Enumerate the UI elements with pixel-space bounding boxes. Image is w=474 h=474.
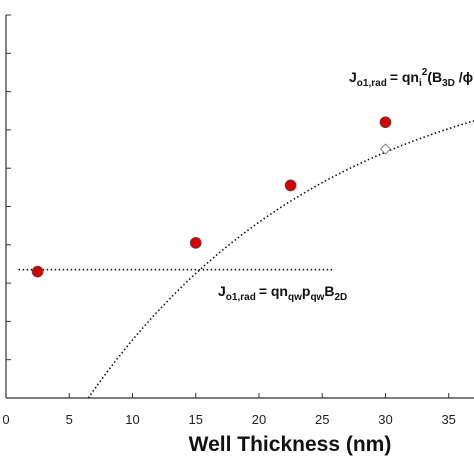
x-tick-label-4: 20 — [252, 412, 266, 427]
data-points — [31, 116, 392, 278]
x-tick-label-6: 30 — [378, 412, 392, 427]
data-point-diamond-0 — [379, 143, 392, 155]
x-axis-title: Well Thickness (nm) — [189, 433, 392, 456]
x-axis: 0 5 10 15 20 25 30 35 — [2, 393, 474, 427]
equation-3d: Jo1,rad = qni2(B3D /ϕ — [349, 67, 473, 89]
x-tick-label-2: 10 — [125, 412, 139, 427]
x-tick-label-7: 35 — [441, 412, 455, 427]
data-point-circle-3 — [379, 116, 392, 129]
data-point-circle-0 — [31, 265, 44, 278]
data-point-circle-1 — [189, 236, 202, 249]
x-tick-label-1: 5 — [66, 412, 73, 427]
y-axis — [5, 14, 11, 399]
data-point-circle-2 — [284, 179, 297, 192]
equation-2d: Jo1,rad = qnqwpqwB2D — [218, 283, 347, 303]
x-tick-label-3: 15 — [188, 412, 202, 427]
x-tick-label-5: 25 — [315, 412, 329, 427]
fit-lines — [18, 120, 474, 399]
x-tick-label-0: 0 — [2, 412, 9, 427]
fit-line-saturating — [87, 120, 474, 399]
